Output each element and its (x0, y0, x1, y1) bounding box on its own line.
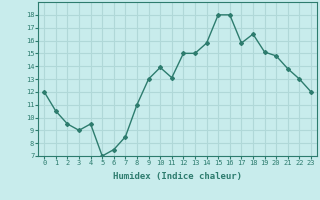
X-axis label: Humidex (Indice chaleur): Humidex (Indice chaleur) (113, 172, 242, 181)
